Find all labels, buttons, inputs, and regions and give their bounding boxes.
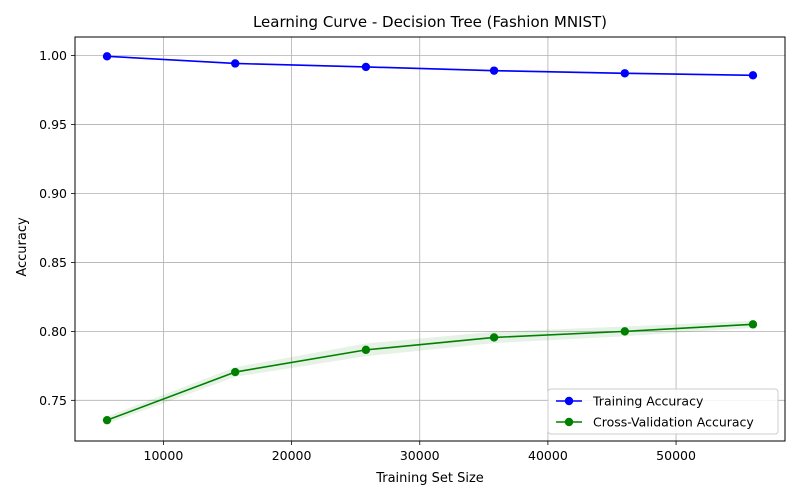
y-axis-ticks: 0.75 0.80 0.85 0.90 0.95 1.00 [39,48,75,408]
point-series-2 [489,333,499,342]
point-series-2 [361,345,371,355]
series-lines [106,55,754,421]
legend-label-2: Cross-Validation Accuracy [593,415,754,430]
point-series-1 [361,62,371,72]
legend-marker-1 [564,396,574,406]
y-tick-label: 0.75 [39,393,67,408]
point-series-1 [102,52,112,61]
point-series-1 [748,71,758,80]
x-tick-label: 20000 [272,448,312,463]
confidence-bands [107,56,753,424]
line-series-1 [106,55,753,77]
point-series-1 [230,59,240,68]
y-tick-label: 0.95 [39,117,67,132]
chart-title: Learning Curve - Decision Tree (Fashion … [253,13,607,31]
y-tick-label: 1.00 [39,48,67,63]
line-series-2 [106,323,754,421]
x-tick-label: 30000 [400,448,440,463]
point-series-2 [748,320,758,329]
x-tick-label: 40000 [528,448,568,463]
point-series-2 [102,415,112,425]
plot-frame [74,36,786,442]
series-markers [102,52,758,425]
gridlines [75,37,785,441]
y-tick-label: 0.85 [39,255,67,270]
x-axis-ticks: 10000 20000 30000 40000 50000 [144,441,696,463]
x-axis-label: Training Set Size [375,471,484,486]
y-axis-label: Accuracy [15,217,30,277]
y-tick-label: 0.80 [39,324,67,339]
legend-marker-2 [564,417,574,427]
y-tick-label: 0.90 [39,186,67,201]
legend: Training Accuracy Cross-Validation Accura… [547,388,779,435]
point-series-1 [620,69,630,78]
point-series-2 [230,367,240,377]
x-tick-label: 10000 [144,448,184,463]
point-series-1 [489,66,499,75]
legend-box [547,388,779,435]
point-series-2 [620,327,630,336]
x-tick-label: 50000 [656,448,696,463]
legend-label-1: Training Accuracy [592,394,704,409]
